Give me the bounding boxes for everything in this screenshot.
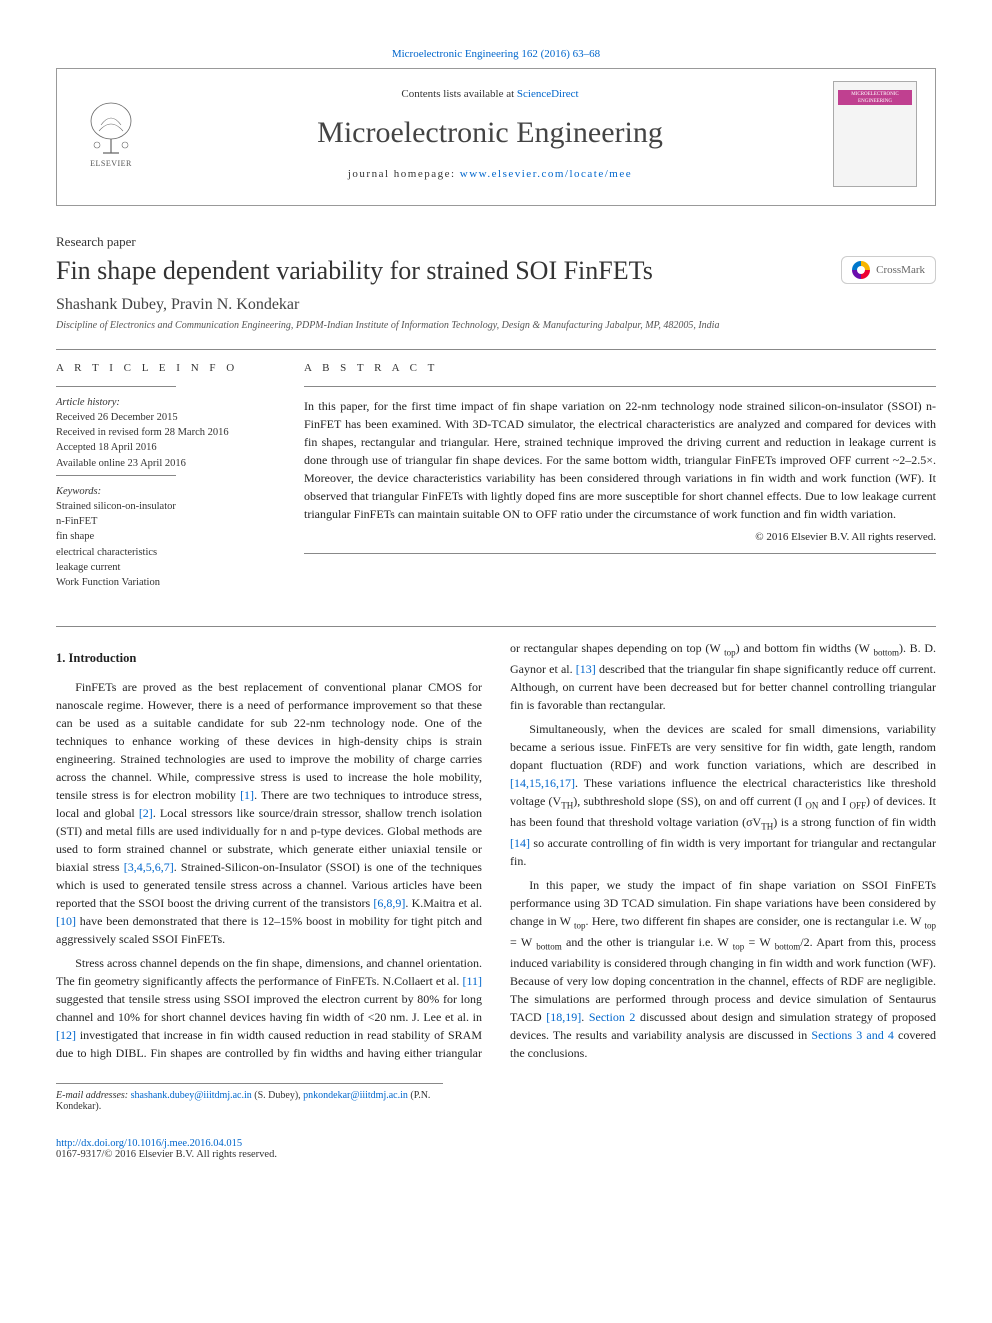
body-span: and the other is triangular i.e. W — [562, 935, 733, 949]
citation-link[interactable]: [2] — [139, 806, 153, 820]
sub: top — [724, 648, 736, 658]
history-item: Accepted 18 April 2016 — [56, 440, 274, 455]
section-heading: 1. Introduction — [56, 649, 482, 668]
rule — [56, 349, 936, 350]
body-span: and I — [818, 794, 849, 808]
body-span: so accurate controlling of fin width is … — [510, 836, 936, 868]
sub: top — [733, 941, 745, 951]
authors: Shashank Dubey, Pravin N. Kondekar — [56, 296, 936, 314]
sub: top — [924, 920, 936, 930]
elsevier-label: ELSEVIER — [90, 159, 132, 168]
body-span: ), subthreshold slope (SS), on and off c… — [573, 794, 805, 808]
citation-link[interactable]: [11] — [462, 974, 482, 988]
body-span: Stress across channel depends on the fin… — [56, 956, 482, 988]
footnote-name: (S. Dubey), — [252, 1090, 303, 1101]
body-span: have been demonstrated that there is 12–… — [56, 914, 482, 946]
citation-link[interactable]: [10] — [56, 914, 76, 928]
contents-prefix: Contents lists available at — [401, 88, 516, 100]
sciencedirect-link[interactable]: ScienceDirect — [517, 88, 579, 100]
rule — [56, 626, 936, 627]
sub: top — [574, 920, 586, 930]
rule — [304, 386, 936, 387]
body-span: Simultaneously, when the devices are sca… — [510, 722, 936, 772]
body-span: = W — [744, 935, 774, 949]
body-span: FinFETs are proved as the best replaceme… — [56, 680, 482, 802]
abstract: A B S T R A C T In this paper, for the f… — [304, 362, 936, 590]
footnote-label: E-mail addresses: — [56, 1090, 131, 1101]
body-span: ) is a strong function of fin width — [773, 815, 936, 829]
keyword: Strained silicon-on-insulator — [56, 499, 274, 514]
homepage-link[interactable]: www.elsevier.com/locate/mee — [460, 168, 632, 180]
history-label: Article history: — [56, 397, 274, 408]
keyword: electrical characteristics — [56, 545, 274, 560]
abstract-text: In this paper, for the first time impact… — [304, 397, 936, 523]
journal-citation[interactable]: Microelectronic Engineering 162 (2016) 6… — [56, 48, 936, 60]
body-span: . — [581, 1010, 589, 1024]
citation-link[interactable]: [18,19] — [546, 1010, 581, 1024]
rule-short — [56, 475, 176, 476]
citation-link[interactable]: [12] — [56, 1028, 76, 1042]
homepage-prefix: journal homepage: — [348, 168, 460, 180]
article-info-heading: A R T I C L E I N F O — [56, 362, 274, 374]
citation-link[interactable]: [3,4,5,6,7] — [124, 860, 174, 874]
body-span: = W — [510, 935, 536, 949]
section-link[interactable]: Section 2 — [589, 1010, 636, 1024]
paper-type: Research paper — [56, 234, 936, 250]
journal-name: Microelectronic Engineering — [147, 116, 833, 150]
citation-link[interactable]: [1] — [240, 788, 254, 802]
citation-link[interactable]: [13] — [576, 662, 596, 676]
section-link[interactable]: Sections 3 and 4 — [811, 1028, 893, 1042]
elsevier-logo: ELSEVIER — [75, 93, 147, 175]
article-info: A R T I C L E I N F O Article history: R… — [56, 362, 274, 590]
affiliation: Discipline of Electronics and Communicat… — [56, 320, 936, 331]
keywords-label: Keywords: — [56, 486, 274, 497]
body-span: . Here, two different fin shapes are con… — [586, 914, 925, 928]
issn-line: 0167-9317/© 2016 Elsevier B.V. All right… — [56, 1149, 277, 1160]
body-span: . K.Maitra et al. — [405, 896, 482, 910]
email-footnote: E-mail addresses: shashank.dubey@iiitdmj… — [56, 1083, 443, 1112]
history-item: Received in revised form 28 March 2016 — [56, 425, 274, 440]
elsevier-tree-icon — [81, 101, 141, 157]
body-text: 1. Introduction FinFETs are proved as th… — [56, 639, 936, 1065]
history-item: Available online 23 April 2016 — [56, 456, 274, 471]
journal-cover-thumb: MICROELECTRONIC ENGINEERING — [833, 81, 917, 187]
email-link[interactable]: pnkondekar@iiitdmj.ac.in — [303, 1090, 408, 1101]
citation-link[interactable]: [14,15,16,17] — [510, 776, 575, 790]
email-link[interactable]: shashank.dubey@iiitdmj.ac.in — [131, 1090, 252, 1101]
keyword: Work Function Variation — [56, 575, 274, 590]
body-span: in — [473, 1010, 482, 1024]
citation-link[interactable]: [6,8,9] — [373, 896, 405, 910]
body-span: ) and bottom fin widths (W — [736, 641, 874, 655]
journal-header: ELSEVIER Contents lists available at Sci… — [56, 68, 936, 206]
sub: bottom — [775, 941, 801, 951]
cover-title: MICROELECTRONIC ENGINEERING — [838, 90, 912, 105]
keyword: leakage current — [56, 560, 274, 575]
sub: TH — [561, 800, 573, 810]
history-item: Received 26 December 2015 — [56, 410, 274, 425]
crossmark-label: CrossMark — [876, 264, 925, 276]
sub: TH — [761, 821, 773, 831]
contents-list-line: Contents lists available at ScienceDirec… — [147, 88, 833, 100]
paper-title: Fin shape dependent variability for stra… — [56, 256, 653, 286]
sub: bottom — [873, 648, 899, 658]
page-footer: http://dx.doi.org/10.1016/j.mee.2016.04.… — [56, 1138, 936, 1160]
keyword: n-FinFET — [56, 514, 274, 529]
sub: OFF — [849, 800, 866, 810]
crossmark-icon — [852, 261, 870, 279]
rule-short — [56, 386, 176, 387]
abstract-heading: A B S T R A C T — [304, 362, 936, 374]
abstract-copyright: © 2016 Elsevier B.V. All rights reserved… — [304, 531, 936, 543]
keyword: fin shape — [56, 529, 274, 544]
crossmark-badge[interactable]: CrossMark — [841, 256, 936, 284]
body-span: suggested that tensile stress using SSOI… — [56, 992, 482, 1024]
homepage-line: journal homepage: www.elsevier.com/locat… — [147, 168, 833, 180]
sub: ON — [805, 800, 818, 810]
citation-link[interactable]: [14] — [510, 836, 530, 850]
doi-link[interactable]: http://dx.doi.org/10.1016/j.mee.2016.04.… — [56, 1138, 242, 1149]
sub: bottom — [536, 941, 562, 951]
rule — [304, 553, 936, 554]
